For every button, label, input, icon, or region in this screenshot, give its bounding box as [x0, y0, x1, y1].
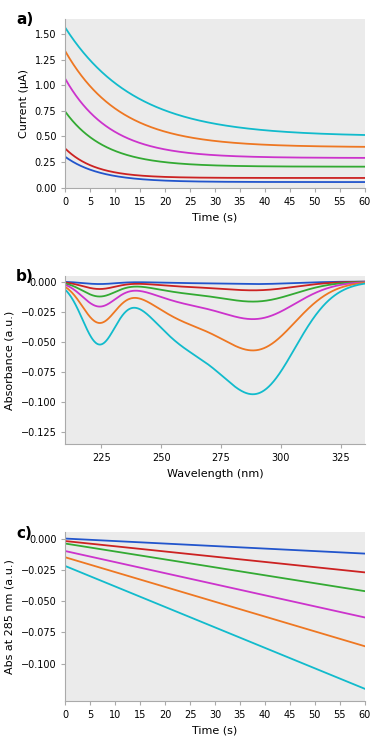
X-axis label: Time (s): Time (s): [193, 726, 237, 736]
Y-axis label: Current (µA): Current (µA): [19, 69, 29, 138]
X-axis label: Wavelength (nm): Wavelength (nm): [167, 469, 263, 479]
Text: a): a): [16, 12, 33, 27]
Text: b): b): [16, 268, 34, 284]
X-axis label: Time (s): Time (s): [193, 212, 237, 222]
Text: c): c): [16, 526, 32, 541]
Y-axis label: Absorbance (a.u.): Absorbance (a.u.): [5, 310, 15, 410]
Y-axis label: Abs at 285 nm (a.u.): Abs at 285 nm (a.u.): [5, 560, 15, 674]
